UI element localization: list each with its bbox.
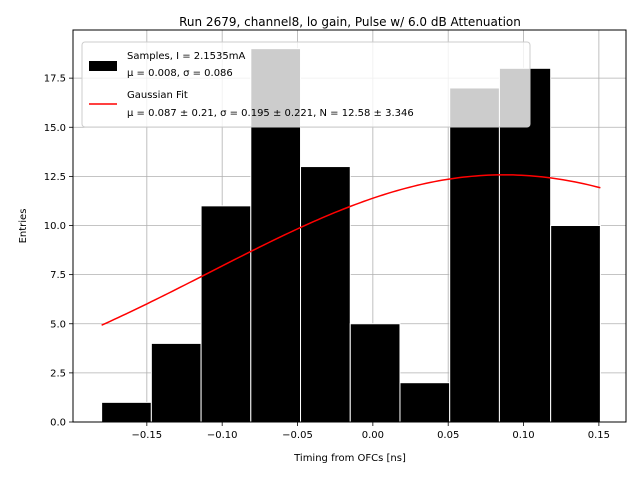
histogram-bar — [349, 323, 401, 423]
legend-fit-line1: Gaussian Fit — [127, 90, 188, 101]
chart-title: Run 2679, channel8, lo gain, Pulse w/ 6.… — [179, 15, 521, 29]
gaussian-fit-curve — [101, 174, 601, 326]
y-tick-label: 2.5 — [50, 368, 66, 379]
legend-box — [81, 41, 531, 128]
x-tick-label: −0.05 — [282, 430, 313, 441]
x-tick-label: 0.10 — [512, 430, 534, 441]
y-axis-label: Entries — [18, 209, 29, 244]
legend: Samples, I = 2.1535mA μ = 0.008, σ = 0.0… — [81, 41, 531, 128]
y-tick-label: 15.0 — [44, 123, 66, 134]
histogram-bar — [200, 205, 252, 423]
y-tick-label: 0.0 — [50, 418, 66, 429]
x-tick-label: 0.00 — [362, 430, 384, 441]
y-tick-label: 17.5 — [44, 74, 66, 85]
x-tick-label: −0.10 — [207, 430, 238, 441]
x-axis-ticks: −0.15 −0.10 −0.05 0.00 0.05 0.10 0.15 — [132, 422, 610, 441]
x-tick-label: 0.15 — [588, 430, 610, 441]
y-tick-label: 10.0 — [44, 221, 66, 232]
histogram-bars — [101, 48, 601, 423]
y-tick-label: 7.5 — [50, 270, 66, 281]
x-axis-label: Timing from OFCs [ns] — [293, 453, 406, 464]
histogram-bar — [550, 225, 601, 423]
y-tick-label: 5.0 — [50, 319, 66, 330]
gaussian-fit — [101, 174, 601, 326]
y-axis-ticks: 0.0 2.5 5.0 7.5 10.0 12.5 15.0 17.5 — [44, 74, 73, 429]
x-tick-label: 0.05 — [437, 430, 459, 441]
legend-samples-line2: μ = 0.008, σ = 0.086 — [127, 68, 233, 79]
histogram-bar — [101, 401, 152, 423]
legend-samples-line1: Samples, I = 2.1535mA — [127, 51, 245, 62]
y-tick-label: 12.5 — [44, 172, 66, 183]
histogram-bar — [399, 382, 451, 423]
histogram-bar — [449, 87, 500, 423]
histogram-bar — [150, 342, 202, 423]
histogram-bar — [300, 166, 351, 423]
x-tick-label: −0.15 — [132, 430, 163, 441]
axes-frame — [72, 29, 627, 423]
legend-fit-line2: μ = 0.087 ± 0.21, σ = 0.195 ± 0.221, N =… — [127, 108, 414, 119]
legend-samples-swatch — [89, 61, 117, 71]
